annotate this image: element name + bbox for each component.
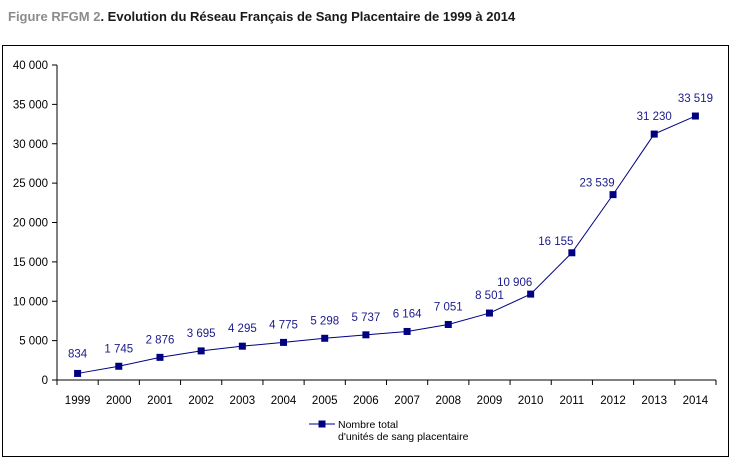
data-point [238, 342, 246, 350]
data-label: 7 051 [434, 301, 463, 313]
data-label: 8 501 [475, 290, 504, 302]
chart-title: Figure RFGM 2. Evolution du Réseau Franç… [8, 9, 515, 24]
x-tick-label: 2013 [641, 395, 667, 407]
data-label: 10 906 [497, 277, 532, 289]
data-label: 5 298 [310, 315, 339, 327]
x-tick-label: 2005 [312, 395, 338, 407]
y-tick-label: 20 000 [13, 218, 48, 230]
data-point [403, 327, 411, 335]
data-label: 23 539 [579, 178, 614, 190]
series-line [77, 115, 696, 374]
x-tick-label: 2003 [230, 395, 256, 407]
x-tick-label: 2009 [477, 395, 503, 407]
y-tick-label: 5 000 [19, 336, 48, 348]
x-axis-tick-labels: 1999 2000 2001 2002 2003 2004 2005 2006 2007 2008… [65, 395, 709, 407]
x-tick-label: 2002 [188, 395, 214, 407]
data-label: 33 519 [678, 93, 713, 105]
y-axis-tick-labels: 0 5 000 10 000 15 000 20 000 25 000 30 000 35 0… [13, 60, 48, 387]
y-tick-label: 35 000 [13, 99, 48, 111]
data-point [362, 331, 370, 339]
series-total-units [74, 112, 699, 377]
legend-label-line-1: Nombre total [338, 419, 398, 431]
x-tick-label: 2010 [518, 395, 544, 407]
data-label: 3 695 [187, 328, 216, 340]
y-tick-label: 30 000 [13, 139, 48, 151]
data-point [485, 309, 493, 317]
data-label: 5 737 [352, 312, 381, 324]
y-tick-label: 25 000 [13, 178, 48, 190]
data-point [609, 191, 617, 199]
data-label: 1 745 [104, 343, 133, 355]
data-label: 4 295 [228, 323, 257, 335]
legend-marker [318, 420, 326, 428]
y-tick-label: 0 [42, 375, 48, 387]
x-tick-label: 1999 [65, 395, 91, 407]
data-label: 6 164 [393, 308, 422, 320]
x-tick-label: 2008 [435, 395, 461, 407]
x-tick-label: 2012 [600, 395, 626, 407]
figure-caption: . Evolution du Réseau Français de Sang P… [100, 9, 516, 24]
data-label: 2 876 [146, 334, 175, 346]
data-point [321, 334, 329, 342]
chart-axes [52, 64, 717, 385]
data-point [156, 353, 164, 361]
x-tick-label: 2000 [106, 395, 132, 407]
data-labels: 834 1 745 2 876 3 695 4 295 4 775 5 298 5 737 6 … [68, 93, 713, 360]
y-tick-label: 40 000 [13, 60, 48, 72]
x-tick-label: 2001 [147, 395, 173, 407]
x-tick-label: 2007 [394, 395, 420, 407]
x-tick-label: 2004 [271, 395, 297, 407]
data-point [444, 320, 452, 328]
data-point [568, 249, 576, 257]
data-label: 16 155 [538, 236, 573, 248]
y-tick-label: 10 000 [13, 296, 48, 308]
legend-label-line-2: d'unités de sang placentaire [338, 431, 469, 443]
data-label: 834 [68, 348, 88, 360]
data-label: 31 230 [637, 111, 672, 123]
data-point [527, 290, 535, 298]
data-point [650, 130, 658, 138]
x-tick-label: 2014 [683, 395, 709, 407]
data-point [115, 362, 123, 370]
data-point [280, 338, 288, 346]
x-tick-label: 2011 [559, 395, 584, 407]
chart-frame [2, 45, 729, 457]
data-point [197, 347, 205, 355]
figure-number: Figure RFGM 2 [8, 9, 101, 24]
data-point [691, 112, 699, 120]
y-tick-label: 15 000 [13, 257, 48, 269]
data-point [74, 369, 82, 377]
data-label: 4 775 [269, 319, 298, 331]
x-tick-label: 2006 [353, 395, 379, 407]
